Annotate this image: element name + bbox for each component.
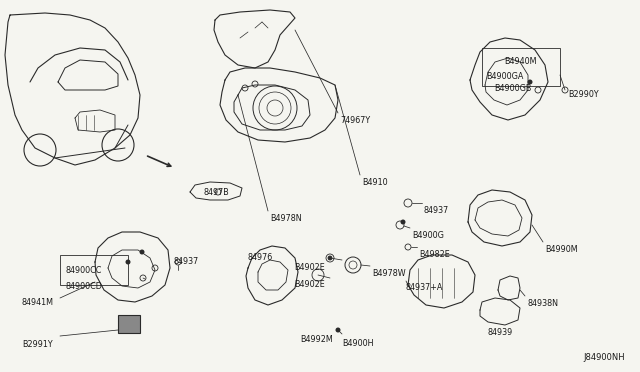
Text: 84937: 84937 <box>173 257 198 266</box>
Text: 84941M: 84941M <box>22 298 54 307</box>
Circle shape <box>527 80 532 84</box>
Text: B4902E: B4902E <box>294 263 324 272</box>
Circle shape <box>401 219 406 224</box>
Text: B4902E: B4902E <box>294 280 324 289</box>
Text: B4982E: B4982E <box>419 250 450 259</box>
Text: B4900G: B4900G <box>412 231 444 240</box>
Text: 84900CC: 84900CC <box>66 266 102 275</box>
Circle shape <box>140 250 145 254</box>
Text: 84976: 84976 <box>247 253 272 262</box>
Text: 74967Y: 74967Y <box>340 116 370 125</box>
Text: B4978N: B4978N <box>270 214 301 223</box>
Text: B4990M: B4990M <box>545 245 578 254</box>
Text: 84938N: 84938N <box>527 299 558 308</box>
Text: B4940M: B4940M <box>504 57 536 66</box>
Text: J84900NH: J84900NH <box>584 353 625 362</box>
Text: 84900CD: 84900CD <box>66 282 103 291</box>
Text: B4900H: B4900H <box>342 339 374 348</box>
Circle shape <box>125 260 131 264</box>
Text: 84937: 84937 <box>424 206 449 215</box>
Text: 8497B: 8497B <box>204 188 230 197</box>
Text: 84937+A: 84937+A <box>406 283 444 292</box>
Text: B4978W: B4978W <box>372 269 406 278</box>
Text: B2990Y: B2990Y <box>568 90 598 99</box>
Bar <box>482 48 560 86</box>
Circle shape <box>335 327 340 333</box>
Text: B4900GA: B4900GA <box>486 72 524 81</box>
Text: B2991Y: B2991Y <box>22 340 52 349</box>
Text: B4992M: B4992M <box>300 335 333 344</box>
Text: B4900GB: B4900GB <box>494 84 531 93</box>
Text: 84939: 84939 <box>488 328 513 337</box>
Bar <box>60 255 128 285</box>
Text: B4910: B4910 <box>362 178 388 187</box>
Circle shape <box>328 256 332 260</box>
Bar <box>118 315 140 333</box>
